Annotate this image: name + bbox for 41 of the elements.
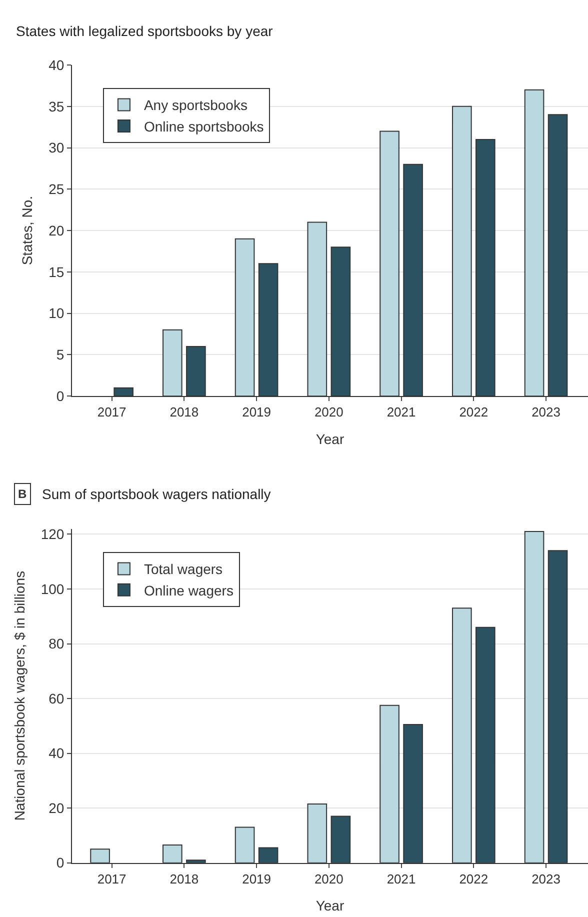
y-tick-label: 5 — [56, 346, 64, 363]
x-tick-label: 2021 — [386, 404, 416, 420]
legend-label: Online wagers — [144, 582, 234, 598]
y-tick-label: 0 — [56, 854, 64, 871]
y-tick-label: 120 — [40, 526, 64, 542]
y-tick-label: 20 — [48, 800, 64, 816]
x-axis-title: Year — [316, 898, 344, 914]
y-axis-title: National sportsbook wagers, $ in billions — [11, 570, 28, 821]
x-tick-label: 2022 — [459, 404, 488, 420]
y-tick-label: 30 — [48, 140, 64, 156]
y-tick-label: 20 — [48, 222, 64, 238]
x-tick-label: 2017 — [97, 871, 126, 886]
y-tick-label: 15 — [48, 264, 64, 280]
x-tick-label: 2023 — [532, 404, 560, 420]
y-tick-label: 0 — [56, 388, 64, 404]
x-tick-label: 2023 — [532, 871, 560, 886]
chart-title: States with legalized sportsbooks by year — [16, 23, 274, 39]
y-tick-label: 10 — [48, 305, 64, 322]
y-axis-title: States, No. — [19, 196, 36, 266]
x-tick-label: 2017 — [97, 404, 126, 420]
text: B — [18, 487, 27, 501]
x-tick-label: 2020 — [314, 871, 344, 886]
y-tick-label: 80 — [48, 636, 64, 652]
y-tick-label: 35 — [48, 98, 64, 114]
x-tick-label: 2019 — [242, 871, 271, 886]
x-tick-label: 2021 — [386, 871, 416, 886]
y-tick-label: 60 — [48, 690, 64, 706]
y-tick-label: 40 — [48, 56, 64, 73]
legend-label: Any sportsbooks — [144, 97, 248, 114]
x-tick-label: 2018 — [170, 404, 199, 420]
y-tick-label: 100 — [40, 580, 64, 597]
x-tick-label: 2020 — [314, 404, 344, 420]
y-tick-label: 40 — [48, 745, 64, 762]
legend-label: Online sportsbooks — [144, 118, 264, 134]
x-tick-label: 2019 — [242, 404, 271, 420]
x-axis-title: Year — [316, 431, 344, 448]
chart-title: Sum of sportsbook wagers nationally — [42, 486, 271, 502]
legend-label: Total wagers — [144, 561, 223, 578]
y-tick-label: 25 — [48, 181, 64, 198]
x-tick-label: 2022 — [459, 871, 488, 886]
x-tick-label: 2018 — [170, 871, 199, 886]
